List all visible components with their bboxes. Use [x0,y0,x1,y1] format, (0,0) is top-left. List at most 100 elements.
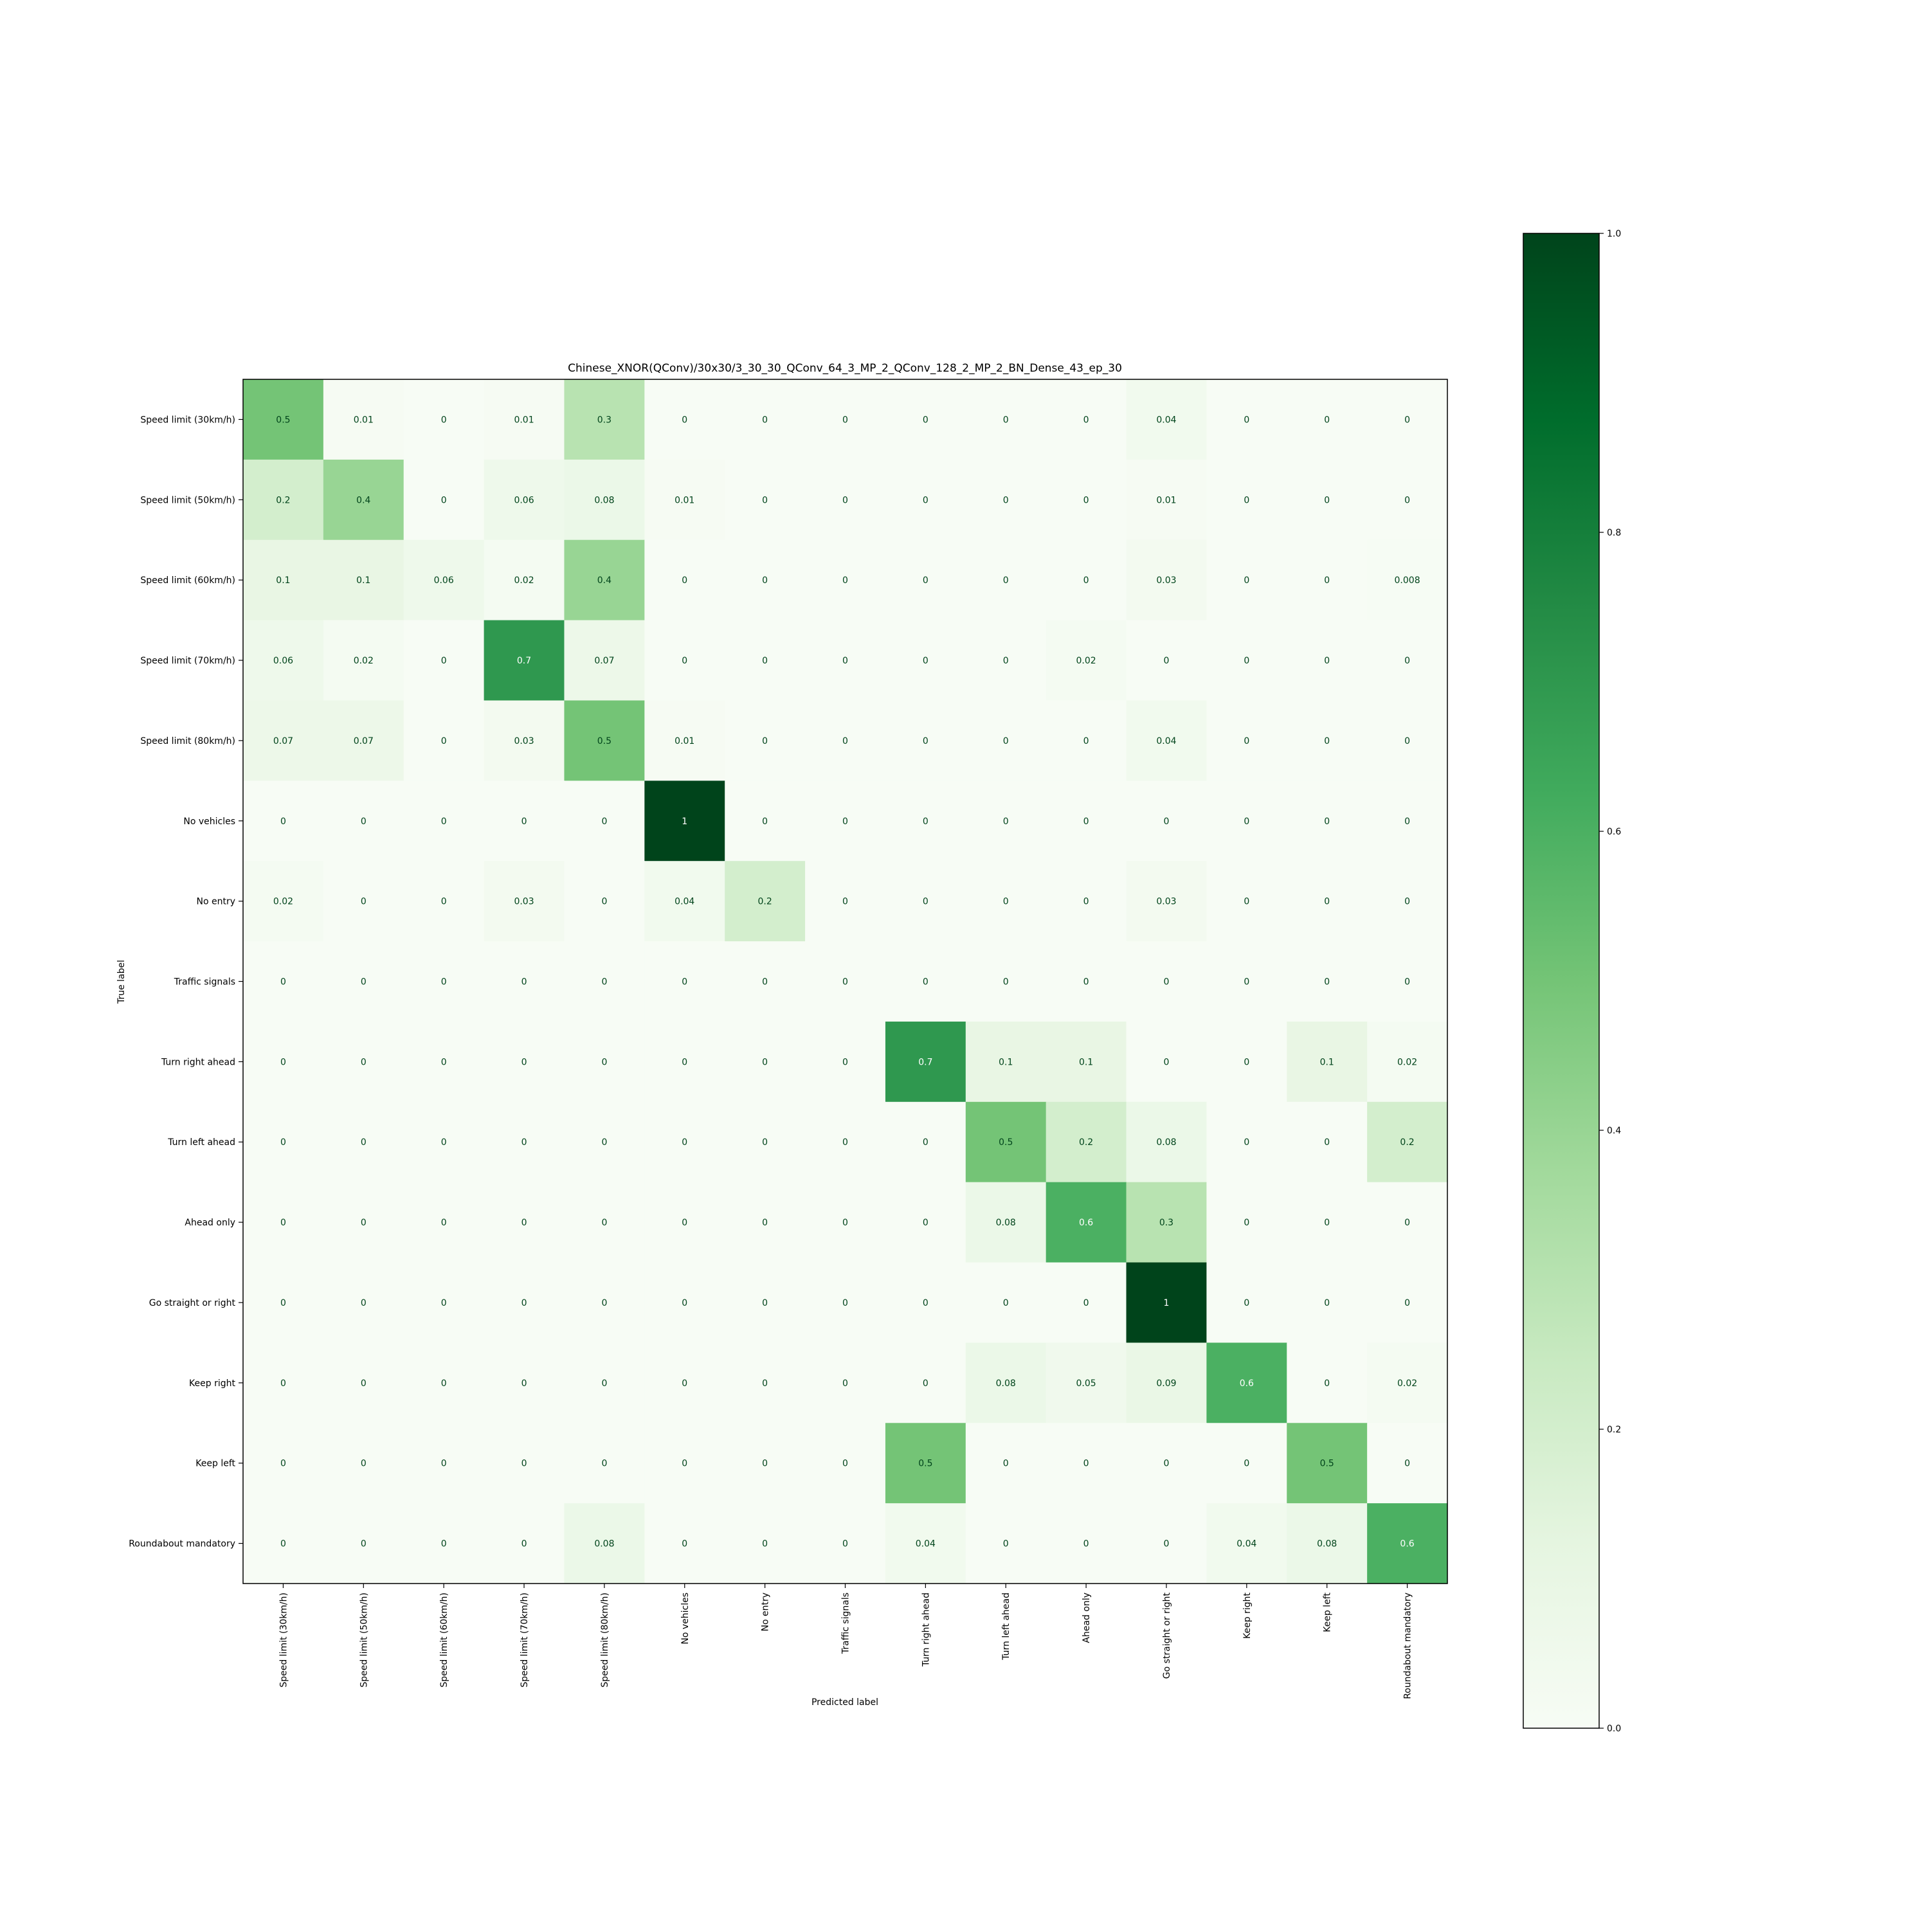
cell-value-label: 0 [762,1057,768,1067]
cell-value-label: 0 [441,1539,447,1549]
y-axis-ticks: Speed limit (30km/h) Speed limit (50km/h)… [129,415,243,1549]
cell-value-label: 0 [762,1378,768,1389]
cell-value-label: 0.02 [1397,1378,1417,1389]
heatmap-cell [725,459,806,541]
heatmap-cell [1287,781,1368,862]
cell-value-label: 0 [1244,1137,1249,1148]
cell-value-label: 0 [601,1057,607,1067]
heatmap-cell [1126,861,1207,942]
cell-value-label: 0 [1244,1459,1249,1469]
heatmap-cell [885,1101,966,1183]
heatmap-cell [725,379,806,460]
heatmap-cell [484,539,565,621]
y-tick-label: Speed limit (50km/h) [140,495,235,505]
cell-value-label: 0.04 [1156,415,1176,425]
heatmap-cell [885,379,966,460]
heatmap-cell [725,1182,806,1263]
heatmap-cell [1206,941,1287,1022]
cell-value-label: 0 [1164,1539,1170,1549]
cell-value-label: 0 [762,736,768,746]
cell-value-label: 0 [601,1218,607,1228]
cell-value-label: 0 [923,817,928,827]
heatmap-cell [805,539,886,621]
x-axis-ticks: Speed limit (30km/h) Speed limit (50km/h)… [278,1584,1413,1699]
heatmap-cell-labels: 0.5 0.01 0 0.01 0.3 0 0 0 0 0 0 0.04 0 0 0 0.2 0.4 0 0.06 0… [273,415,1420,1549]
cell-value-label: 0 [1083,817,1089,827]
heatmap-cell [323,1021,404,1103]
heatmap-cell [323,941,404,1022]
heatmap-cell [403,379,485,460]
cell-value-label: 0.3 [597,415,611,425]
heatmap-cell [885,700,966,781]
cell-value-label: 0 [1003,897,1009,907]
x-tick-label: Speed limit (60km/h) [439,1593,449,1688]
heatmap-cell [644,700,725,781]
heatmap-cell [1046,1101,1127,1183]
cell-value-label: 0 [923,736,928,746]
heatmap-cell [1046,379,1127,460]
cell-value-label: 0.07 [594,656,614,666]
cell-value-label: 1 [682,817,687,827]
cell-value-label: 0 [1244,656,1249,666]
cell-value-label: 0 [1324,1298,1330,1308]
heatmap-cell [484,459,565,541]
colorbar-tick-label: 0.8 [1607,528,1621,538]
cell-value-label: 0 [601,1298,607,1308]
heatmap-cell [484,379,565,460]
cell-value-label: 0.2 [758,897,772,907]
heatmap-cell [403,1021,485,1103]
heatmap-cell [965,781,1047,862]
cell-value-label: 0 [1404,656,1410,666]
heatmap-cell [1126,1262,1207,1343]
cell-value-label: 0.04 [1236,1539,1256,1549]
cell-value-label: 0 [1003,1298,1009,1308]
y-tick-label: No vehicles [183,817,235,827]
cell-value-label: 0 [441,736,447,746]
cell-value-label: 0 [601,1378,607,1389]
cell-value-label: 0.08 [1317,1539,1337,1549]
cell-value-label: 0 [1324,1378,1330,1389]
cell-value-label: 0.06 [434,575,454,586]
heatmap-cell [1046,700,1127,781]
heatmap-cell [1126,781,1207,862]
cell-value-label: 0 [842,1137,848,1148]
cell-value-label: 0 [762,1218,768,1228]
heatmap-cell [644,379,725,460]
y-tick-label: Speed limit (70km/h) [140,656,235,666]
cell-value-label: 0 [521,1218,527,1228]
heatmap-cell [644,861,725,942]
heatmap-cell [1046,941,1127,1022]
heatmap-cell [1287,1342,1368,1423]
heatmap-cell [403,620,485,701]
cell-value-label: 0.2 [276,495,290,505]
heatmap-cell [403,941,485,1022]
heatmap-cell [805,781,886,862]
heatmap-cell [403,1342,485,1423]
heatmap-cell [644,1021,725,1103]
heatmap-cell [885,941,966,1022]
heatmap-cell [1367,1423,1448,1504]
cell-value-label: 0 [923,977,928,988]
heatmap-cell [484,620,565,701]
cell-value-label: 0 [1404,415,1410,425]
cell-value-label: 0.04 [916,1539,936,1549]
cell-value-label: 0 [601,977,607,988]
cell-value-label: 0 [923,897,928,907]
heatmap-cell [1367,700,1448,781]
y-axis-label: True label [116,960,127,1004]
cell-value-label: 0.07 [273,736,293,746]
cell-value-label: 0 [1244,736,1249,746]
cell-value-label: 0 [361,1378,367,1389]
cell-value-label: 0 [1003,656,1009,666]
cell-value-label: 0 [842,1539,848,1549]
heatmap-cell [1126,1423,1207,1504]
cell-value-label: 0 [923,1137,928,1148]
cell-value-label: 0.08 [996,1378,1016,1389]
cell-value-label: 0.01 [675,495,694,505]
cell-value-label: 0 [1164,977,1170,988]
cell-value-label: 0 [521,977,527,988]
cell-value-label: 0 [842,1057,848,1067]
heatmap-cell [403,1423,485,1504]
x-tick-label: Turn left ahead [1001,1593,1011,1661]
y-tick-label: Speed limit (60km/h) [140,575,235,586]
